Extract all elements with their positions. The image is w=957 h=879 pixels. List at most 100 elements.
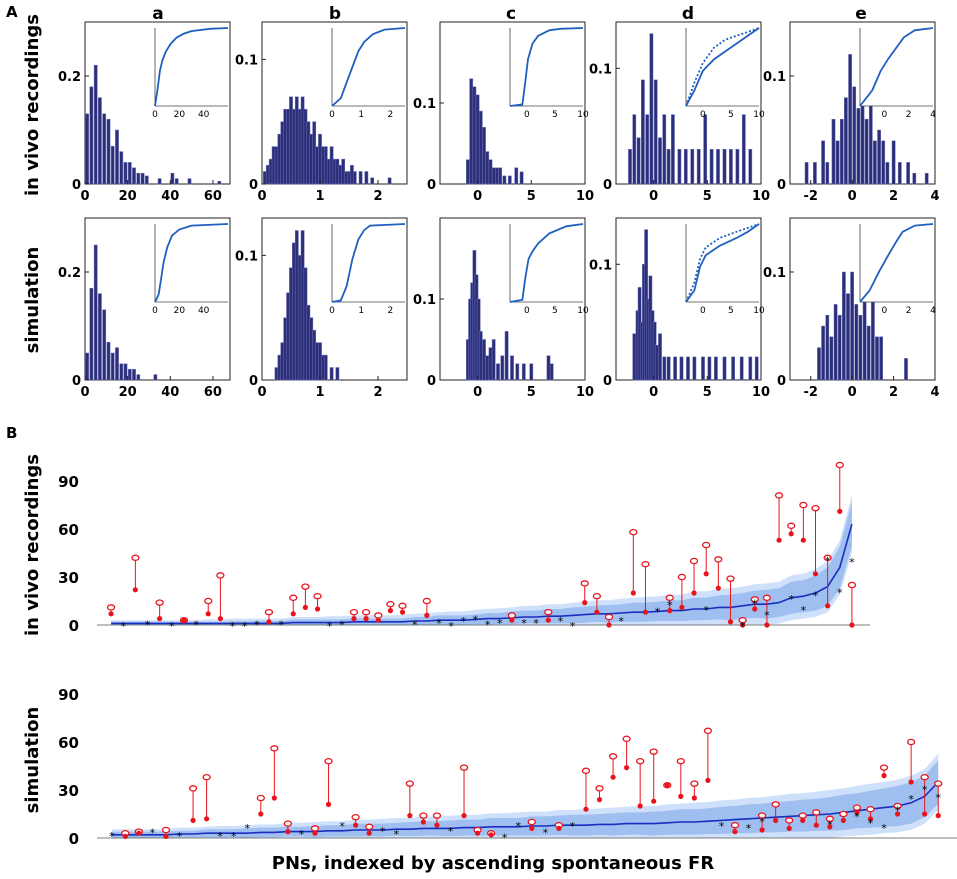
hist-invivo-d-bar [666,149,671,185]
panel-b-sim-filled-marker [881,773,887,779]
hist-invivo-d-inset-xtick-label: 10 [753,110,765,120]
hist-invivo-e-inset-cdf-line [859,27,934,107]
hist-invivo-d-bar [662,114,667,185]
panel-b-sim-inner-band [111,760,939,838]
hist-sim-d-bar [731,356,735,381]
panel-b-invivo-open-marker [289,594,298,602]
hist-invivo-a-bar [106,118,111,185]
hist-sim-a-inset-xtick-label: 0 [152,306,158,316]
panel-b-invivo-asterisk: * [461,615,467,628]
panel-b-sim-asterisk: * [502,831,508,844]
panel-b-sim-asterisk: * [759,815,765,828]
panel-b-invivo-asterisk: * [497,617,503,630]
hist-sim-a-xtick-label: 60 [204,385,222,400]
hist-invivo-d-frame [615,21,762,185]
hist-sim-d-inset-cdf-line [685,223,760,303]
panel-b-invivo-filled-marker [545,617,551,623]
panel-b-invivo-asterisk: * [618,615,624,628]
hist-invivo-a-xtick-label: 60 [204,189,222,204]
hist-invivo-b-inset-bg [332,28,405,106]
panel-b-sim-filled-marker [285,829,291,835]
hist-sim-e-bar [825,314,830,381]
panel-b-invivo-asterisk: * [120,620,126,633]
panel-b-sim-asterisk: * [515,820,521,833]
panel-b-invivo-open-marker [799,501,808,509]
column-title-a: a [152,4,163,24]
hist-invivo-c-bar [491,167,496,185]
hist-invivo-e-xtick-label: -2 [803,189,817,204]
panel-b-sim-open-marker [527,818,536,826]
hist-invivo-c-bar [498,167,503,185]
panel-b-sim-filled-marker [773,817,779,824]
panel-b-sim-asterisk: * [746,822,752,835]
panel-b-sim-filled-marker [353,822,359,828]
hist-invivo-e-inset-bg [860,28,933,106]
panel-b-sim-asterisk: * [177,830,183,843]
hist-invivo-c-inset-bg [510,28,583,106]
hist-sim-a-xtick-label: 0 [80,385,89,400]
panel-b-invivo-open-marker [204,597,213,605]
hist-sim-a-bar [98,293,102,381]
panel-b-invivo-asterisk: * [740,620,746,633]
hist-sim-b-xtick-label: 1 [315,385,324,400]
hist-invivo-d-bar [690,149,695,185]
hist-sim-a-bar [119,363,124,381]
panel-b-invivo-filled-marker [181,617,187,623]
panel-b-sim-filled-marker [922,811,928,817]
hist-invivo-d-bar [683,149,688,185]
panel-b-sim-asterisk: * [150,827,156,840]
hist-sim-c-bar [510,355,514,381]
panel-b-invivo-open-marker [386,600,395,608]
hist-invivo-e-bar [873,140,877,185]
panel-b-sim-filled-marker [366,830,372,836]
hist-invivo-a-bar [93,64,98,185]
panel-b-invivo-asterisk: * [436,617,442,630]
hist-invivo-d-bar [741,114,746,185]
hist-invivo-a-xtick-label: 40 [161,189,179,204]
panel-b-invivo-open-marker [665,594,674,602]
hist-sim-b-bar [323,354,328,381]
panel-b-invivo-filled-marker [752,606,758,612]
hist-sim-c-inset-xtick-label: 0 [524,306,530,316]
hist-sim-e-ytick-label: 0 [777,374,786,389]
panel-b-invivo-open-marker [131,554,140,562]
panel-b-sim-asterisk: * [881,822,887,835]
panel-b-invivo-filled-marker [132,587,138,593]
panel-b-invivo-open-marker [604,613,614,621]
panel-b-invivo-open-marker [641,560,650,568]
hist-invivo-e-bar [885,162,890,185]
hist-invivo-a-bar [98,97,102,185]
panel-b-invivo-filled-marker [788,531,794,537]
panel-b-invivo-filled-marker [837,508,843,514]
panel-b-invivo-filled-marker [679,604,685,611]
hist-invivo-b-inset-cdf-line [331,27,406,107]
hist-sim-e-bar [858,314,863,381]
panel-b-invivo-asterisk: * [230,620,236,633]
panel-b-sim-open-marker [879,764,889,771]
hist-invivo-a-inset-cdf-line [154,27,229,107]
hist-sim-a-ytick-label: 0.2 [58,266,81,281]
panel-b-sim-filled-marker [867,816,874,822]
hist-invivo-a-bar [187,178,192,185]
hist-sim-d-xtick-label: 10 [752,385,770,400]
hist-invivo-a-ytick-label: 0 [72,178,81,193]
hist-invivo-a-bar [89,86,94,185]
panel-b-invivo-asterisk: * [485,618,491,631]
hist-sim-c-bar [504,331,509,381]
panel-b-sim-open-marker [310,825,320,832]
panel-b-invivo-asterisk: * [521,617,527,630]
panel-b-invivo-filled-marker [825,603,831,609]
hist-invivo-e-xtick-label: 2 [889,189,898,204]
panel-b-sim-open-marker [906,738,916,746]
hist-sim-c-bar [515,363,520,381]
panel-b-sim-open-marker [798,812,807,819]
panel-b-invivo-asterisk: * [412,618,418,631]
panel-b-sim-asterisk: * [935,791,941,804]
hist-invivo-b-bar [387,177,392,185]
panel-b-invivo-inner-band [111,501,852,625]
row-label-a-invivo: in vivo recordings [22,14,43,196]
hist-invivo-d-bar [722,149,727,185]
hist-sim-e-bar [866,325,871,381]
panel-b-invivo-open-marker [811,504,820,512]
hist-sim-e-bar [871,293,875,381]
